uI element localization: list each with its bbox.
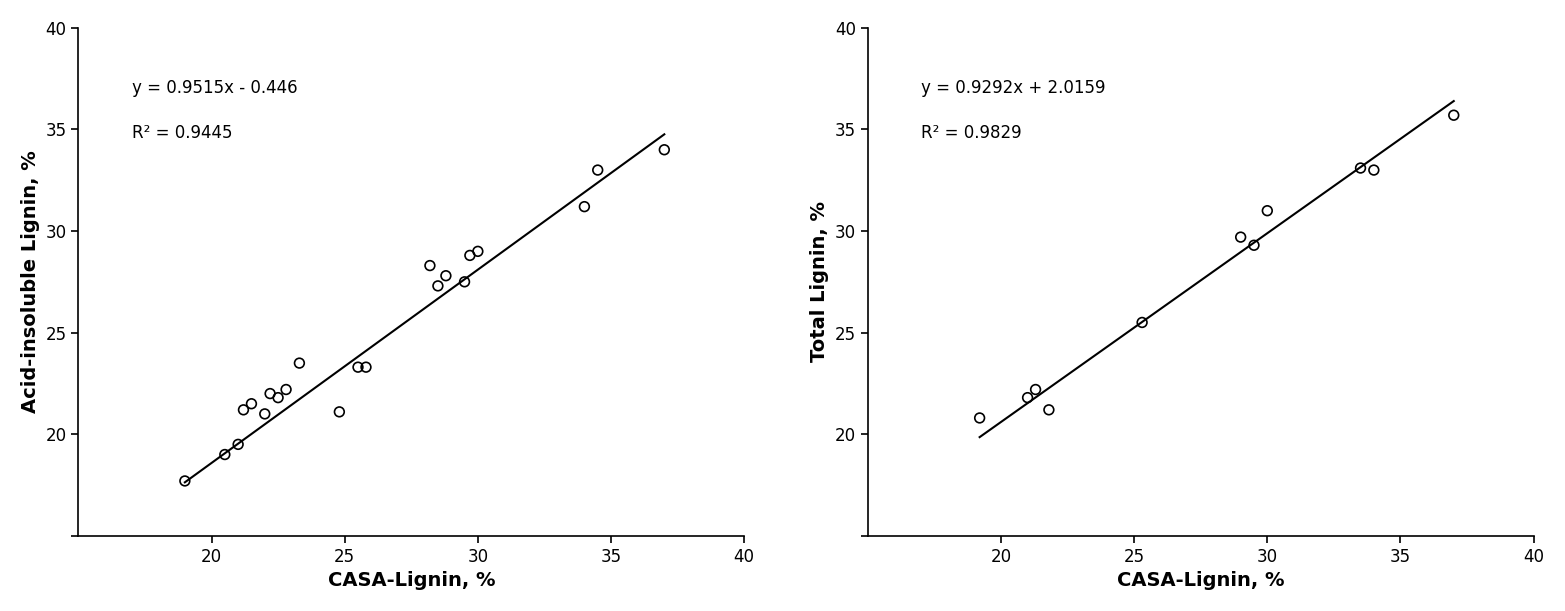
X-axis label: CASA-Lignin, %: CASA-Lignin, %: [1117, 571, 1285, 590]
Point: [1441, 111, 1466, 120]
Point: [258, 389, 283, 398]
Y-axis label: Acid-insoluble Lignin, %: Acid-insoluble Lignin, %: [20, 150, 39, 413]
Point: [1016, 393, 1041, 403]
Point: [434, 271, 459, 280]
Point: [1347, 163, 1373, 173]
Point: [346, 362, 371, 372]
Point: [274, 384, 299, 394]
Point: [1362, 165, 1387, 175]
Point: [457, 251, 482, 260]
Point: [327, 407, 352, 417]
Point: [1130, 318, 1155, 327]
Point: [651, 145, 676, 155]
Text: y = 0.9292x + 2.0159: y = 0.9292x + 2.0159: [922, 79, 1105, 97]
Point: [452, 277, 477, 287]
Point: [354, 362, 379, 372]
Point: [571, 202, 596, 211]
Point: [418, 261, 443, 271]
Point: [1024, 384, 1049, 394]
Point: [1036, 405, 1061, 415]
Point: [213, 450, 238, 459]
Text: R² = 0.9445: R² = 0.9445: [131, 125, 232, 142]
Point: [286, 358, 311, 368]
Point: [266, 393, 291, 403]
Point: [1241, 240, 1266, 250]
X-axis label: CASA-Lignin, %: CASA-Lignin, %: [327, 571, 495, 590]
Point: [967, 413, 992, 423]
Point: [232, 405, 257, 415]
Point: [465, 246, 490, 256]
Text: R² = 0.9829: R² = 0.9829: [922, 125, 1022, 142]
Point: [239, 399, 264, 409]
Point: [1255, 206, 1280, 216]
Text: y = 0.9515x - 0.446: y = 0.9515x - 0.446: [131, 79, 297, 97]
Point: [1229, 232, 1254, 242]
Point: [225, 439, 250, 449]
Point: [426, 281, 451, 291]
Point: [172, 476, 197, 486]
Point: [585, 165, 610, 175]
Y-axis label: Total Lignin, %: Total Lignin, %: [811, 201, 829, 362]
Point: [252, 409, 277, 419]
